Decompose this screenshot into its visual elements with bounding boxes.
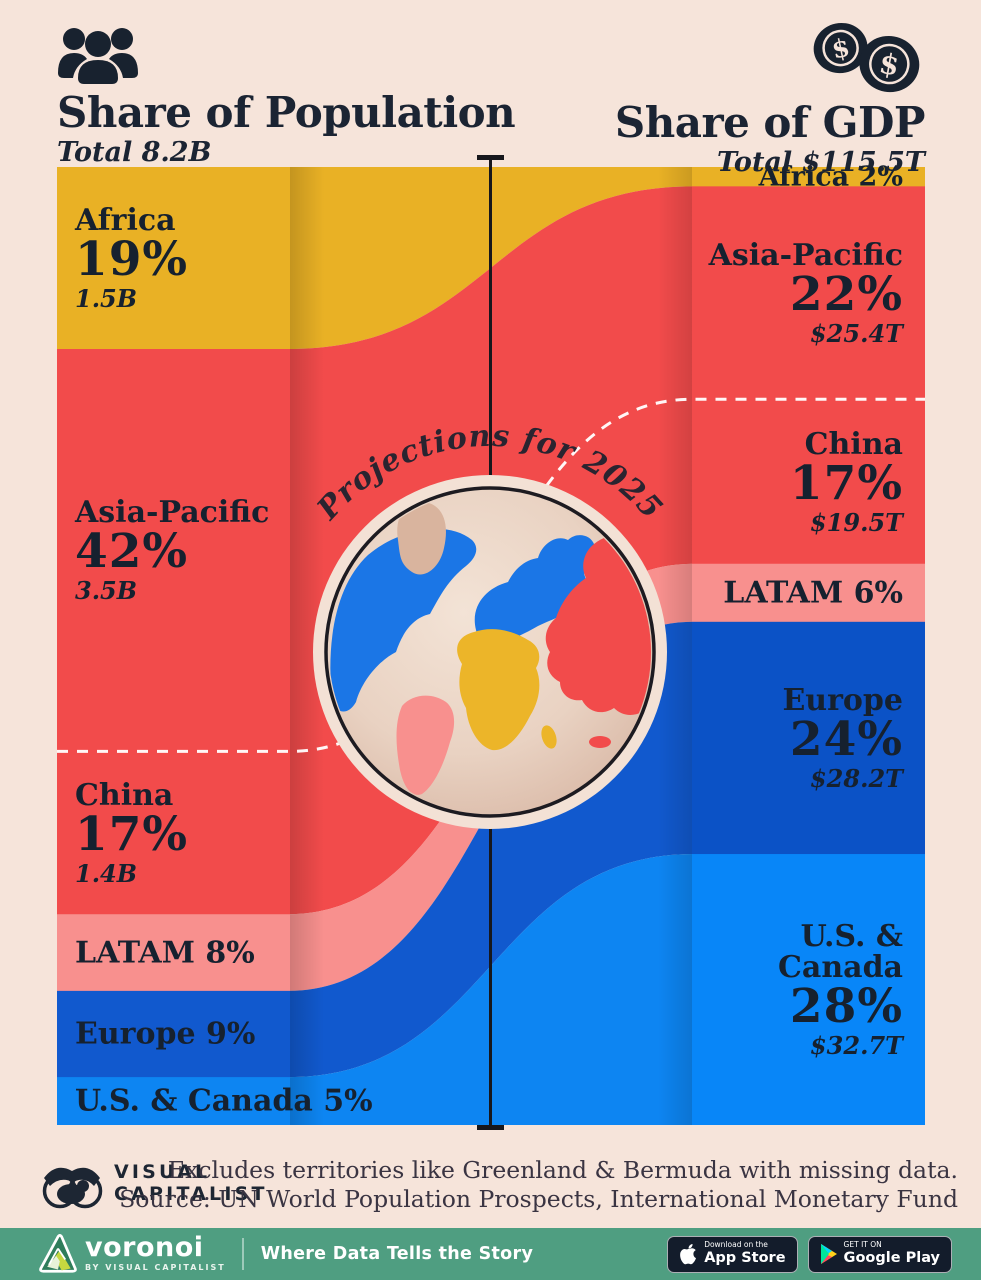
voronoi-icon: [39, 1234, 77, 1273]
voronoi-brand: voronoi: [85, 1231, 204, 1263]
column-right-u-s-canada: [692, 854, 925, 1125]
people-icon: [58, 28, 138, 84]
globe-madagascar: [541, 725, 557, 749]
sankey-columns: [57, 167, 925, 1125]
google-play-badge[interactable]: GET IT ON Google Play: [807, 1235, 952, 1273]
globe-island-1: [589, 736, 611, 748]
column-left-u-s-canada: [57, 1077, 290, 1125]
visual-capitalist-logo: VISUAL CAPITALIST: [40, 1156, 268, 1212]
population-header: Share of Population Total 8.2B: [57, 26, 516, 168]
google-play-top: GET IT ON: [843, 1240, 882, 1250]
column-right-latam: [692, 563, 925, 623]
gdp-header: $ $ Share of GDP Total $115.5T: [614, 20, 926, 178]
vc-logo-line2: CAPITALIST: [114, 1183, 268, 1205]
population-title: Share of Population: [57, 88, 516, 137]
bar-tagline: Where Data Tells the Story: [260, 1244, 534, 1264]
column-right-europe: [692, 621, 925, 856]
column-right-asia-pacific: [692, 186, 925, 401]
globe-europe: [474, 535, 596, 645]
app-store-top: Download on the: [704, 1240, 768, 1250]
globe-south-america: [396, 695, 455, 795]
vc-logo-line1: VISUAL: [114, 1161, 211, 1184]
globe-africa: [457, 629, 540, 751]
column-left-asia-pacific: [57, 349, 290, 753]
voronoi-wordmark: voronoi BY VISUAL CAPITALIST: [85, 1231, 226, 1273]
column-right-china: [692, 399, 925, 565]
dashed-line: [57, 397, 925, 753]
china-dashed-divider: [57, 397, 925, 753]
globe-asia: [545, 534, 651, 715]
app-store-bottom: App Store: [704, 1249, 786, 1266]
globe-north-america: [330, 528, 477, 712]
apple-icon: [680, 1243, 697, 1264]
gdp-total: Total $115.5T: [716, 147, 925, 178]
globe-greenland: [397, 501, 446, 575]
note-line2: Source: UN World Population Prospects, I…: [119, 1185, 958, 1214]
globe-illustration: Projections for 2025: [310, 419, 668, 829]
bottom-bar: voronoi BY VISUAL CAPITALIST Where Data …: [0, 1228, 981, 1280]
population-total: Total 8.2B: [57, 137, 212, 168]
visual-capitalist-icon: [42, 1167, 103, 1209]
coins-icon: $ $: [813, 22, 920, 93]
app-store-badge[interactable]: Download on the App Store: [667, 1235, 798, 1273]
google-play-bottom: Google Play: [843, 1249, 940, 1266]
svg-text:$: $: [829, 33, 852, 65]
note-line1: Excludes territories like Greenland & Be…: [167, 1156, 958, 1184]
column-left-latam: [57, 914, 290, 992]
google-play-icon: [820, 1244, 837, 1264]
gdp-title: Share of GDP: [614, 98, 926, 147]
column-right-africa: [692, 167, 925, 188]
voronoi-byline: BY VISUAL CAPITALIST: [85, 1263, 226, 1273]
source-note: Excludes territories like Greenland & Be…: [119, 1156, 958, 1215]
column-left-africa: [57, 167, 290, 351]
bar-divider: [241, 1238, 244, 1270]
column-left-europe: [57, 990, 290, 1079]
column-left-china: [57, 751, 290, 916]
